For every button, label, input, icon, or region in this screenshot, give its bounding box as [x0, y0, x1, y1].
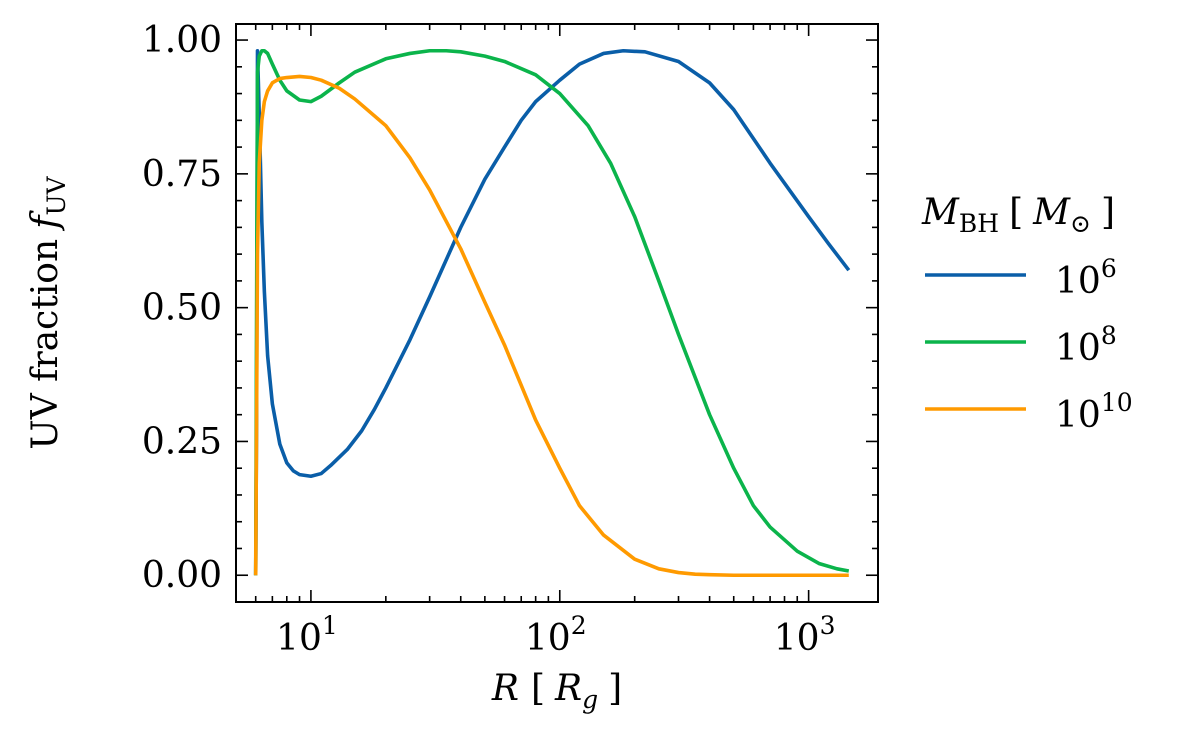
x-axis-label: R[Rg] [491, 668, 622, 714]
legend-label-10: 1010 [1055, 388, 1133, 436]
y-tick-label: 0.50 [142, 288, 222, 329]
y-tick-label: 0.75 [142, 154, 222, 195]
legend-label-8: 108 [1055, 321, 1117, 369]
x-tick-label: 103 [774, 611, 836, 659]
series-lines [253, 48, 851, 578]
series-line-8 [253, 48, 850, 576]
x-tick-label: 102 [525, 611, 587, 659]
y-tick-labels: 0.00 0.25 0.50 0.75 1.00 [142, 20, 222, 596]
legend-entries: 106 108 1010 [925, 254, 1133, 436]
series-line-6 [253, 48, 851, 576]
series-line-10 [253, 74, 849, 578]
y-tick-label: 1.00 [142, 20, 222, 61]
axis-ticks [235, 24, 878, 603]
y-axis-label: UV fractionfUV [25, 175, 71, 449]
x-tick-labels: 101 102 103 [276, 611, 835, 659]
legend-title: MBH[M⊙] [921, 192, 1115, 238]
plot-frame [235, 23, 879, 603]
y-tick-label: 0.00 [142, 555, 222, 596]
legend: MBH[M⊙] 106 108 1010 [921, 192, 1133, 436]
y-tick-label: 0.25 [142, 421, 222, 462]
legend-label-6: 106 [1055, 254, 1117, 302]
x-tick-label: 101 [276, 611, 338, 659]
